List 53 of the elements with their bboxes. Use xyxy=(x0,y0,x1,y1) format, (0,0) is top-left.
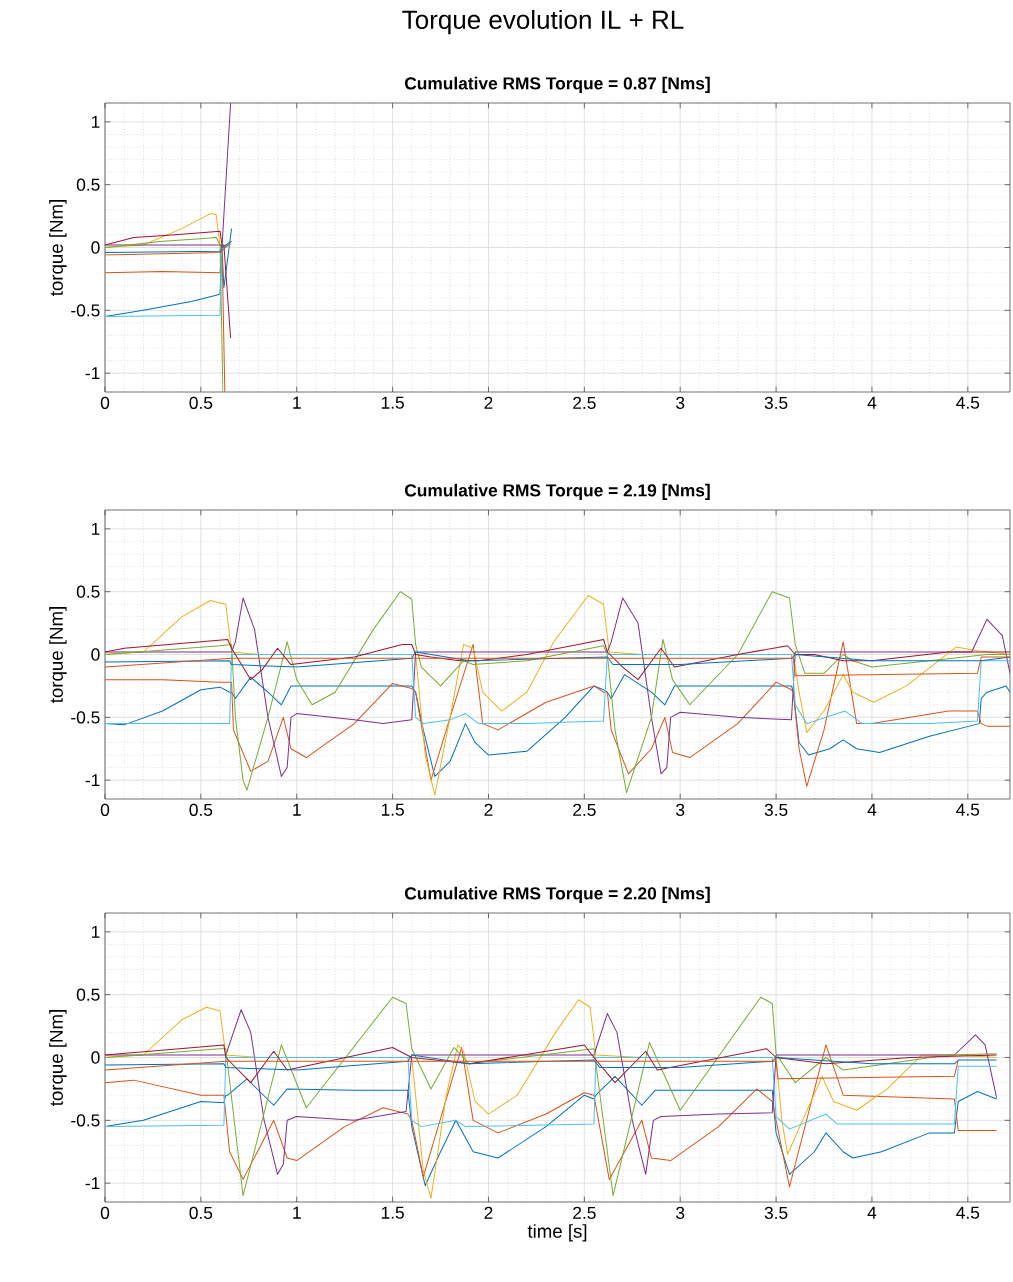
x-tick-label: 4.5 xyxy=(956,396,980,409)
chart-title: Torque evolution IL + RL xyxy=(402,9,684,35)
chart-title: Cumulative RMS Torque = 2.20 [Nms] xyxy=(404,886,710,903)
chart-title: Cumulative RMS Torque = 2.19 [Nms] xyxy=(404,483,710,500)
y-tick-label: 0 xyxy=(91,1051,100,1064)
x-tick-label: 3.5 xyxy=(764,396,788,409)
y-tick-label: 0 xyxy=(91,241,100,254)
x-tick-label: 0.5 xyxy=(189,803,213,816)
x-tick-label: 1 xyxy=(293,396,301,409)
x-tick-label: 2.5 xyxy=(573,803,596,816)
x-tick-label: 1.5 xyxy=(381,396,404,409)
x-tick-label: 0.5 xyxy=(189,396,213,409)
y-tick-label: -1 xyxy=(85,1177,100,1190)
y-tick-label: 1 xyxy=(91,925,100,938)
x-tick-label: 4.5 xyxy=(956,1206,980,1219)
x-tick-label: 3 xyxy=(676,1206,685,1219)
x-tick-label: 2 xyxy=(484,396,493,409)
y-tick-label: -0.5 xyxy=(71,1114,100,1127)
x-tick-label: 0 xyxy=(100,1206,110,1219)
x-tick-label: 2.5 xyxy=(573,396,596,409)
x-tick-label: 2 xyxy=(484,1206,493,1219)
x-tick-label: 1 xyxy=(293,803,301,816)
chart-subtitle: Cumulative RMS Torque = 0.87 [Nms] xyxy=(404,76,710,93)
x-tick-label: 4 xyxy=(867,803,877,816)
y-tick-label: 0.5 xyxy=(76,585,100,598)
y-tick-label: 1 xyxy=(91,522,100,535)
y-tick-label: 0.5 xyxy=(76,178,100,191)
x-tick-label: 3.5 xyxy=(764,1206,788,1219)
x-tick-label: 1 xyxy=(293,1206,301,1219)
x-tick-label: 0.5 xyxy=(189,1206,213,1219)
y-tick-label: -1 xyxy=(85,774,100,787)
y-axis-title: torque [Nm] xyxy=(49,200,67,296)
x-tick-label: 3.5 xyxy=(764,803,788,816)
x-tick-label: 2.5 xyxy=(573,1206,596,1219)
y-tick-label: 1 xyxy=(91,115,100,128)
x-tick-label: 4 xyxy=(867,1206,877,1219)
y-tick-label: -1 xyxy=(85,367,100,380)
x-axis-title: time [s] xyxy=(527,1224,587,1242)
x-tick-label: 0 xyxy=(100,803,110,816)
x-tick-label: 4.5 xyxy=(956,803,980,816)
x-tick-label: 1.5 xyxy=(381,803,404,816)
x-tick-label: 2 xyxy=(484,803,493,816)
y-axis-title: torque [Nm] xyxy=(49,607,67,703)
y-axis-title: torque [Nm] xyxy=(49,1010,67,1106)
x-tick-label: 4 xyxy=(867,396,877,409)
x-tick-label: 3 xyxy=(676,803,685,816)
y-tick-label: 0.5 xyxy=(76,988,100,1001)
y-tick-label: 0 xyxy=(91,648,100,661)
y-tick-label: -0.5 xyxy=(71,304,100,317)
x-tick-label: 3 xyxy=(676,396,685,409)
y-tick-label: -0.5 xyxy=(71,711,100,724)
x-tick-label: 0 xyxy=(100,396,110,409)
x-tick-label: 1.5 xyxy=(381,1206,404,1219)
